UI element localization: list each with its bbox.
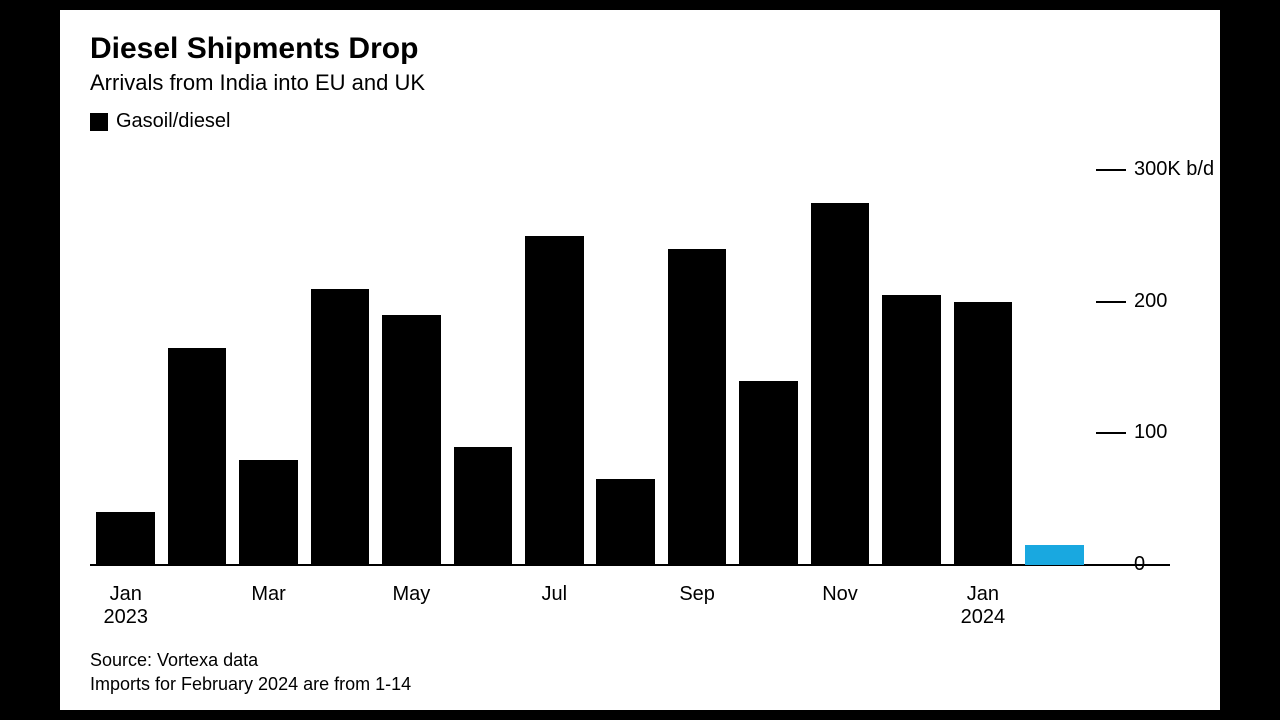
bar (96, 512, 155, 565)
legend-swatch (90, 113, 108, 131)
x-axis-year: 2023 (103, 606, 148, 629)
footnote: Imports for February 2024 are from 1-14 (90, 674, 411, 695)
bar (311, 289, 370, 566)
legend: Gasoil/diesel (90, 110, 231, 133)
x-axis-label: Jul (541, 583, 567, 606)
x-axis-month: May (393, 583, 431, 605)
y-tick (1096, 169, 1126, 171)
bar (668, 249, 727, 565)
y-axis-label: 0 (1134, 553, 1145, 576)
chart-title: Diesel Shipments Drop (90, 32, 418, 66)
bar (525, 236, 584, 565)
legend-label: Gasoil/diesel (116, 110, 231, 133)
y-axis-label: 200 (1134, 290, 1167, 313)
bar (454, 447, 513, 566)
bar (1025, 545, 1084, 565)
x-axis-label: Jan2023 (103, 583, 148, 629)
x-axis-month: Jan (967, 583, 999, 605)
x-axis-label: Jan2024 (961, 583, 1006, 629)
x-axis-label: Nov (822, 583, 858, 606)
x-axis-month: Jul (541, 583, 567, 605)
x-axis-month: Sep (679, 583, 715, 605)
bar (239, 460, 298, 565)
footnote: Source: Vortexa data (90, 650, 258, 671)
bar (596, 479, 655, 565)
bar (811, 203, 870, 565)
bar (882, 295, 941, 565)
x-axis-month: Mar (251, 583, 285, 605)
x-axis-label: Sep (679, 583, 715, 606)
x-axis-month: Jan (110, 583, 142, 605)
chart-panel: Diesel Shipments Drop Arrivals from Indi… (60, 10, 1220, 710)
y-axis-label: 100 (1134, 421, 1167, 444)
bar (954, 302, 1013, 565)
y-axis-label: 300K b/d (1134, 158, 1214, 181)
x-axis-label: Mar (251, 583, 285, 606)
x-axis-label: May (393, 583, 431, 606)
bar (382, 315, 441, 565)
bar (168, 348, 227, 565)
x-axis-month: Nov (822, 583, 858, 605)
plot-area: 0100200300K b/dJan2023MarMayJulSepNovJan… (90, 170, 1090, 565)
bar (739, 381, 798, 565)
y-tick (1096, 301, 1126, 303)
y-tick (1096, 432, 1126, 434)
y-tick (1096, 564, 1126, 566)
x-axis-year: 2024 (961, 606, 1006, 629)
chart-subtitle: Arrivals from India into EU and UK (90, 70, 425, 96)
